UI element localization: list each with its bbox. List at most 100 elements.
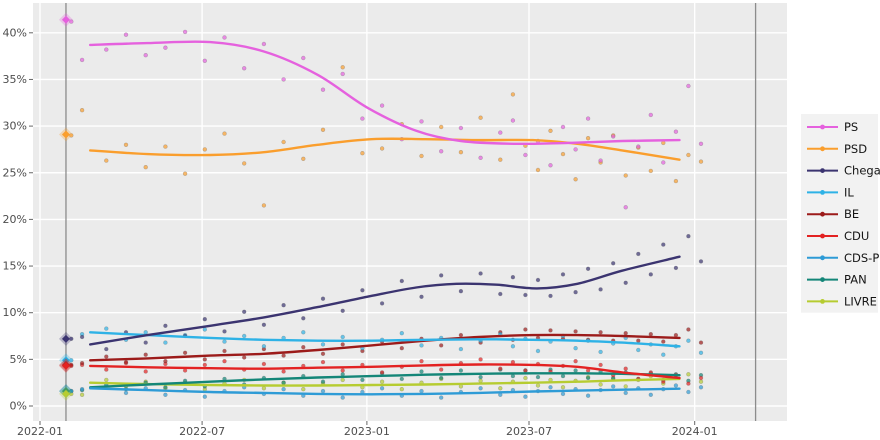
election-marker-Chega [61,334,70,343]
poll-dot-PS [623,205,628,210]
poll-dot-CDS-PP [439,395,444,400]
poll-dot-CDU [498,366,503,371]
election-marker-PSD [61,130,70,139]
poll-dot-PS [560,124,566,130]
poll-dot-PS [458,125,464,131]
poll-dot-BE [439,343,444,348]
poll-dot-BE [301,345,306,350]
poll-dot-PS [163,45,168,50]
poll-dot-CDS-PP [523,394,528,399]
poll-dot-Chega [673,265,679,271]
legend-swatch-dot-PSD [820,146,825,152]
poll-dot-PAN [573,368,578,373]
legend-swatch-dot-CDS-PP [820,255,825,261]
poll-dot-PS [585,116,591,121]
legend-label-BE: BE [844,207,859,221]
legend-swatch-dot-BE [820,211,825,217]
poll-dot-CDS-PP [648,392,653,397]
poll-dot-BE [523,327,528,332]
poll-dot-PAN [281,380,286,385]
y-tick-label: 25% [3,166,27,179]
poll-dot-CDS-PP [123,390,129,396]
poll-dot-CDU [573,359,578,364]
poll-dot-PSD [673,178,679,184]
poll-dot-PS [673,129,679,134]
poll-dot-CDU [143,369,148,374]
poll-dot-PS [478,155,483,161]
poll-dot-PS [610,134,616,139]
poll-dot-Chega [79,334,85,340]
poll-dot-IL [242,333,247,339]
poll-dot-PAN [585,375,591,381]
poll-dot-CDU [340,368,345,373]
legend-entry-IL: IL [807,185,854,199]
poll-dot-Chega [573,290,578,295]
poll-dot-CDS-PP [79,387,85,392]
poll-dot-LIVRE [301,387,306,392]
poll-dot-LIVRE [560,385,566,390]
poll-dot-IL [535,348,541,354]
poll-dot-Chega [222,329,227,334]
poll-dot-PSD [261,203,267,208]
x-tick-label: 2024-01 [672,425,718,438]
poll-dot-PSD [123,142,129,148]
gridlines [33,3,787,421]
poll-dot-PSD [573,177,578,182]
poll-dot-PSD [478,115,483,120]
poll-dot-IL [698,350,704,355]
poll-dot-PSD [648,168,653,174]
y-tick-label: 20% [3,213,27,226]
poll-dot-PSD [360,151,365,156]
poll-dot-PAN [163,385,168,390]
poll-dot-PS [510,118,516,123]
legend-entry-CDU: CDU [807,229,869,243]
legend-label-CDU: CDU [844,229,869,243]
election-marker-LIVRE [61,389,70,398]
poll-dot-LIVRE [535,383,541,388]
y-tick-label: 10% [3,306,27,319]
poll-dot-Chega [163,323,168,328]
poll-dot-PSD [458,150,464,155]
poll-dot-PSD [163,144,168,149]
poll-dot-BE [340,342,345,347]
poll-dot-IL [419,343,424,348]
election-marker-CDU [61,361,70,370]
poll-dot-IL [222,339,227,344]
poll-dot-LIVRE [686,372,691,377]
poll-dot-IL [636,347,641,353]
legend-entry-Chega: Chega [807,164,880,178]
poll-dot-CDU [222,359,227,364]
poll-dot-Chega [610,261,616,266]
poll-dot-Chega [698,259,704,264]
poll-dot-PSD [439,124,444,130]
poll-dot-CDU [320,359,326,365]
plot-background [33,3,787,421]
poll-dot-Chega [340,308,345,313]
poll-dot-BE [573,329,578,334]
poll-dot-CDS-PP [163,392,168,397]
x-tick-label: 2022-01 [17,425,63,438]
election-marker-IL [61,356,70,365]
poll-dot-PAN [478,374,483,380]
poll-dot-IL [598,349,603,355]
poll-scatter-dots [69,19,704,400]
poll-dot-PAN [458,368,464,373]
poll-dot-BE [123,359,129,365]
poll-dot-PSD [379,146,385,151]
poll-dot-Chega [143,340,148,345]
trend-line-PSD [89,137,681,161]
poll-dot-PS [242,66,247,71]
poll-dot-IL [661,352,666,357]
trend-line-BE [89,333,681,362]
poll-dot-IL [163,340,168,345]
poll-dot-PS [661,160,666,165]
poll-dot-Chega [281,303,286,308]
poll-dot-PSD [281,139,286,145]
poll-dot-PS [69,19,74,24]
x-tick-label: 2022-07 [179,425,225,438]
poll-dot-CDS-PP [281,387,286,392]
poll-dot-PS [498,130,503,135]
legend-label-Chega: Chega [844,164,880,178]
x-tick-label: 2023-07 [506,425,552,438]
